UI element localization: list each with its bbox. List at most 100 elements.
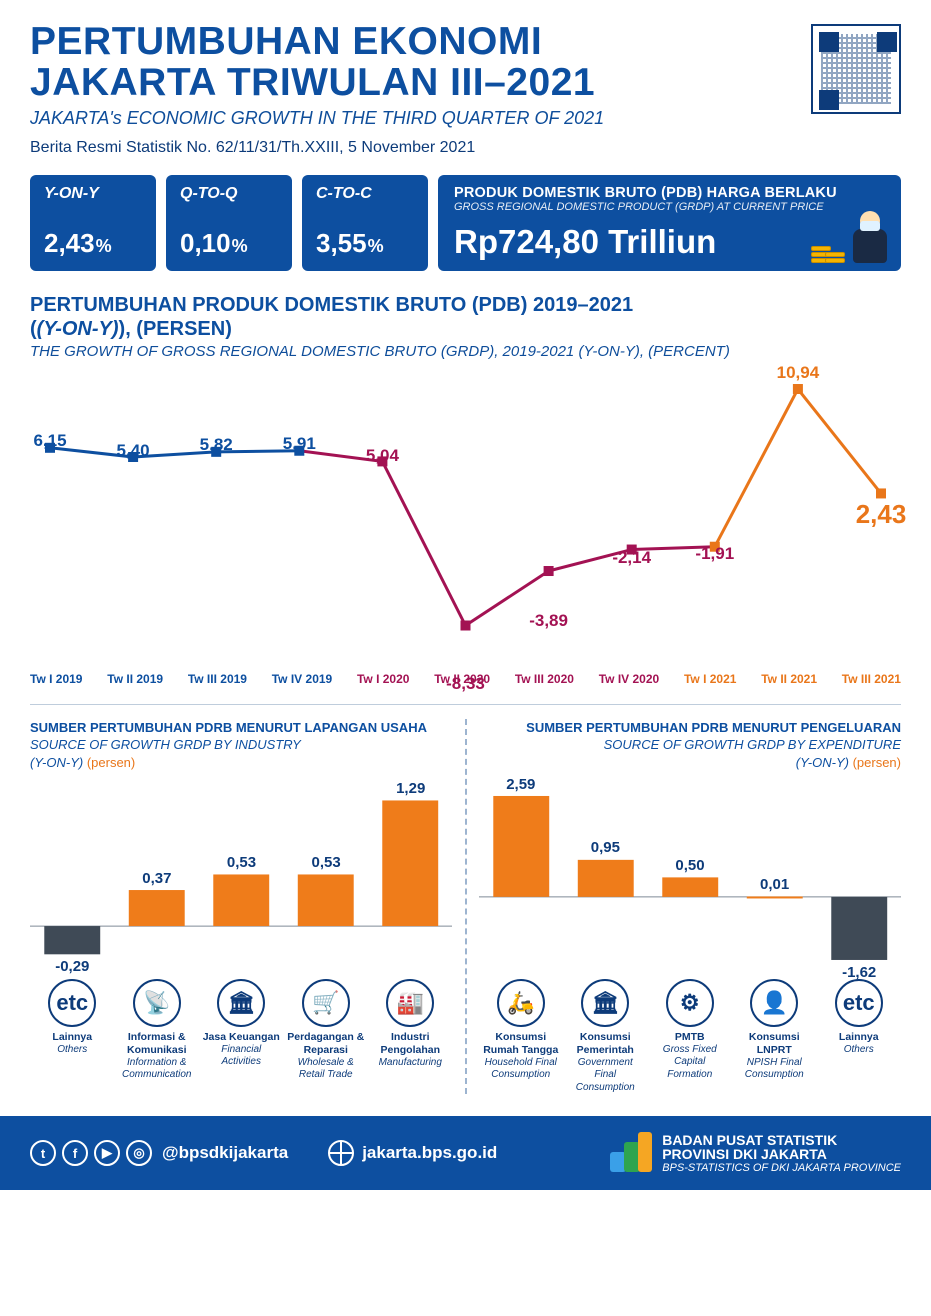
bar-value-label: 2,59: [506, 776, 535, 793]
x-axis-label: Tw II 2019: [107, 672, 163, 686]
line-t1b: (Y-ON-Y): [37, 318, 119, 340]
x-axis-label: Tw II 2020: [434, 672, 490, 686]
kpi-qoq: Q-TO-Q 0,10%: [166, 175, 292, 271]
line-t1a: PERTUMBUHAN PRODUK DOMESTIK BRUTO (PDB) …: [30, 294, 633, 316]
subtitle: JAKARTA's ECONOMIC GROWTH IN THE THIRD Q…: [30, 108, 790, 129]
x-axis-label: Tw IV 2019: [272, 672, 332, 686]
bar-value-label: 0,53: [227, 854, 256, 871]
chart-point-label: 5,04: [366, 446, 399, 466]
category-item: 🛵 Konsumsi Rumah Tangga Household Final …: [482, 979, 560, 1095]
category-name-en: Wholesale & Retail Trade: [287, 1057, 365, 1082]
org-line1: BADAN PUSAT STATISTIK: [662, 1133, 901, 1148]
grdp-line-chart: 6,155,405,825,915,04-8,33-3,89-2,14-1,91…: [30, 376, 901, 686]
chart-point-label: -3,89: [529, 611, 568, 631]
bar-value-label: 0,01: [760, 876, 789, 893]
category-icon: etc: [835, 979, 883, 1027]
industry-panel: SUMBER PERTUMBUHAN PDRB MENURUT LAPANGAN…: [30, 719, 467, 1094]
chart-point-label: 2,43: [856, 499, 907, 530]
line-t1c: , (PERSEN): [125, 318, 232, 340]
social-icons: t f ▶ ◎: [30, 1140, 152, 1166]
organization: BADAN PUSAT STATISTIK PROVINSI DKI JAKAR…: [610, 1132, 901, 1174]
kpi-yoy: Y-ON-Y 2,43%: [30, 175, 156, 271]
category-item: 🏛 Jasa Keuangan Financial Activities: [202, 979, 280, 1082]
category-icon: ⚙: [666, 979, 714, 1027]
website-url: jakarta.bps.go.id: [362, 1143, 497, 1163]
category-name-en: Financial Activities: [202, 1044, 280, 1069]
category-name-en: Manufacturing: [371, 1057, 449, 1070]
x-axis-label: Tw III 2021: [842, 672, 901, 686]
kpi-qoq-label: Q-TO-Q: [180, 185, 278, 203]
exp-l3b: (persen): [853, 755, 901, 770]
industry-l3b: (persen): [87, 755, 135, 770]
category-item: 🏭 Industri Pengolahan Manufacturing: [371, 979, 449, 1082]
bps-logo-icon: [610, 1132, 652, 1174]
category-name: Konsumsi Pemerintah: [566, 1031, 644, 1057]
category-icon: 🏛: [581, 979, 629, 1027]
category-name: PMTB: [651, 1031, 729, 1044]
industry-l1: SUMBER PERTUMBUHAN PDRB MENURUT LAPANGAN…: [30, 719, 453, 737]
category-name-en: Others: [820, 1044, 898, 1057]
header: PERTUMBUHAN EKONOMI JAKARTA TRIWULAN III…: [0, 0, 931, 165]
bar-value-label: -1,62: [842, 964, 876, 981]
twitter-icon: t: [30, 1140, 56, 1166]
x-axis-label: Tw I 2019: [30, 672, 82, 686]
chart-point-label: 5,82: [200, 435, 233, 455]
category-item: 🏛 Konsumsi Pemerintah Government Final C…: [566, 979, 644, 1095]
main-title-line2: JAKARTA TRIWULAN III–2021: [30, 63, 790, 104]
youtube-icon: ▶: [94, 1140, 120, 1166]
chart-point-label: -2,14: [612, 548, 651, 568]
kpi-qoq-value: 0,10: [180, 228, 231, 259]
org-line2: PROVINSI DKI JAKARTA: [662, 1147, 901, 1162]
category-icon: 🏭: [386, 979, 434, 1027]
exp-l1: SUMBER PERTUMBUHAN PDRB MENURUT PENGELUA…: [479, 719, 902, 737]
industry-l3a: (Y-ON-Y): [30, 755, 83, 770]
category-icon: 🛵: [497, 979, 545, 1027]
category-name: Perdagangan & Reparasi: [287, 1031, 365, 1057]
kpi-grdp: PRODUK DOMESTIK BRUTO (PDB) HARGA BERLAK…: [438, 175, 901, 271]
instagram-icon: ◎: [126, 1140, 152, 1166]
category-name: Jasa Keuangan: [202, 1031, 280, 1044]
category-item: etc Lainnya Others: [33, 979, 111, 1082]
chart-point-label: 5,40: [117, 441, 150, 461]
main-title-line1: PERTUMBUHAN EKONOMI: [30, 22, 790, 63]
expenditure-panel: SUMBER PERTUMBUHAN PDRB MENURUT PENGELUA…: [467, 719, 902, 1094]
category-name-en: Information & Communication: [118, 1057, 196, 1082]
kpi-ctc-unit: %: [368, 236, 384, 257]
category-name-en: Others: [33, 1044, 111, 1057]
category-name-en: NPISH Final Consumption: [735, 1057, 813, 1082]
kpi-ctc: C-TO-C 3,55%: [302, 175, 428, 271]
category-name-en: Gross Fixed Capital Formation: [651, 1044, 729, 1082]
category-item: 👤 Konsumsi LNPRT NPISH Final Consumption: [735, 979, 813, 1095]
category-item: 🛒 Perdagangan & Reparasi Wholesale & Ret…: [287, 979, 365, 1082]
kpi-ctc-value: 3,55: [316, 228, 367, 259]
globe-icon: [328, 1140, 354, 1166]
x-axis-label: Tw II 2021: [761, 672, 817, 686]
org-line3: BPS-STATISTICS OF DKI JAKARTA PROVINCE: [662, 1162, 901, 1174]
category-name: Lainnya: [820, 1031, 898, 1044]
exp-l2: SOURCE OF GROWTH GRDP BY EXPENDITURE: [479, 736, 902, 754]
bar-value-label: 0,37: [142, 870, 171, 887]
category-icon: 📡: [133, 979, 181, 1027]
website: jakarta.bps.go.id: [328, 1140, 497, 1166]
bar-value-label: 0,95: [591, 839, 620, 856]
line-section-title: PERTUMBUHAN PRODUK DOMESTIK BRUTO (PDB) …: [0, 271, 931, 366]
chart-point-label: 5,91: [283, 434, 316, 454]
category-icon: 🏛: [217, 979, 265, 1027]
category-name-en: Government Final Consumption: [566, 1057, 644, 1095]
chart-point-label: 10,94: [777, 363, 820, 383]
category-item: 📡 Informasi & Komunikasi Information & C…: [118, 979, 196, 1082]
kpi-yoy-value: 2,43: [44, 228, 95, 259]
line-t2: THE GROWTH OF GROSS REGIONAL DOMESTIC BR…: [30, 343, 901, 360]
x-axis-label: Tw IV 2020: [599, 672, 659, 686]
category-item: etc Lainnya Others: [820, 979, 898, 1095]
kpi-row: Y-ON-Y 2,43% Q-TO-Q 0,10% C-TO-C 3,55% P…: [0, 165, 931, 271]
expenditure-bar-chart: 2,590,950,500,01-1,62: [479, 780, 902, 975]
x-axis-label: Tw III 2019: [188, 672, 247, 686]
category-item: ⚙ PMTB Gross Fixed Capital Formation: [651, 979, 729, 1095]
industry-bar-chart: -0,290,370,530,531,29: [30, 780, 453, 975]
category-icon: 🛒: [302, 979, 350, 1027]
category-name: Konsumsi LNPRT: [735, 1031, 813, 1057]
bar-value-label: -0,29: [55, 958, 89, 975]
category-icon: etc: [48, 979, 96, 1027]
category-name: Industri Pengolahan: [371, 1031, 449, 1057]
